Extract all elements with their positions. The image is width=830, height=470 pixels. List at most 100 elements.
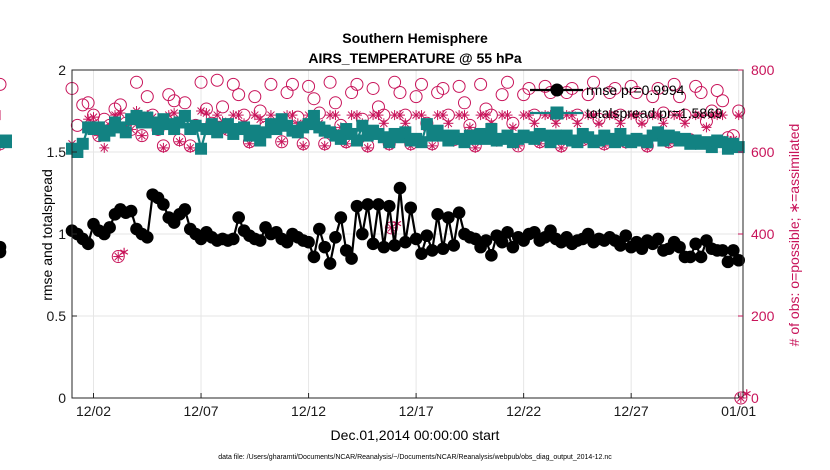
obs-possible-marker xyxy=(302,79,316,93)
obs-star-stroke xyxy=(353,111,361,119)
x-tick-label: 12/22 xyxy=(506,403,541,419)
rmse-point xyxy=(388,239,401,252)
obs-assimilated-marker xyxy=(136,130,147,141)
rmse-point xyxy=(431,208,444,221)
obs-star-stroke xyxy=(444,119,453,128)
rmse-point xyxy=(334,211,348,224)
x-axis-ticks: 12/02 12/07 12/12 12/17 12/22 12/27 01/01 xyxy=(76,393,756,419)
obs-assimilated-marker xyxy=(696,110,707,121)
obs-possible-marker xyxy=(501,75,515,89)
obs-possible-marker xyxy=(285,77,299,91)
obs-possible-marker xyxy=(232,88,246,102)
rmse-point xyxy=(495,235,509,249)
obs-possible-marker xyxy=(409,90,423,104)
totalspread-point xyxy=(614,127,627,140)
x-tick-label: 12/07 xyxy=(184,403,219,419)
obs-possible-marker xyxy=(565,81,579,95)
obs-star-stroke xyxy=(277,137,286,146)
totalspread-point xyxy=(732,141,745,154)
obs-assimilated-marker xyxy=(115,108,126,119)
obs-possible-marker xyxy=(130,75,144,89)
obs-possible-marker xyxy=(587,75,601,89)
obs-star-stroke xyxy=(681,119,689,128)
obs-possible-marker xyxy=(630,86,644,100)
totalspread-point xyxy=(76,137,89,150)
obs-assimilated-marker xyxy=(636,118,647,129)
obs-assimilated-marker xyxy=(679,118,690,129)
rmse-point xyxy=(506,240,520,254)
y-right-tick-label: 800 xyxy=(751,62,775,78)
rmse-point xyxy=(404,201,418,215)
rmse-point xyxy=(485,249,498,262)
obs-assimilated-marker xyxy=(588,110,599,121)
obs-possible-marker xyxy=(0,77,7,91)
rmse-point xyxy=(415,247,428,260)
totalspread-point xyxy=(221,118,234,131)
obs-possible-marker xyxy=(76,98,90,112)
y-axis-right-label: # of obs: o=possible; ∗=assimilated xyxy=(786,124,802,347)
rmse-point xyxy=(501,226,514,239)
obs-star-stroke xyxy=(116,109,125,117)
totalspread-series xyxy=(0,109,745,158)
rmse-point xyxy=(425,244,439,257)
obs-star-stroke xyxy=(320,141,329,150)
rmse-point xyxy=(447,239,461,252)
x-tick-label: 12/17 xyxy=(399,403,434,419)
totalspread-point xyxy=(189,119,202,132)
obs-star-stroke xyxy=(250,111,259,119)
obs-star-stroke xyxy=(89,113,98,122)
obs-star-stroke xyxy=(299,141,308,150)
obs-assimilated-marker xyxy=(362,142,373,153)
obs-star-stroke xyxy=(552,119,560,128)
y-left-tick-label: 1 xyxy=(58,226,66,242)
rmse-point xyxy=(226,232,240,246)
obs-annotation-marker xyxy=(113,251,124,262)
obs-star-stroke xyxy=(616,119,625,128)
obs-star-stroke xyxy=(213,111,222,119)
obs-star-stroke xyxy=(331,111,340,119)
rmse-point xyxy=(684,250,697,264)
y-left-tick-label: 0 xyxy=(58,390,66,406)
obs-star-stroke xyxy=(702,123,711,132)
obs-assimilated-marker xyxy=(470,142,481,153)
obs-star-stroke xyxy=(100,144,109,152)
rmse-point xyxy=(619,229,633,242)
rmse-point xyxy=(393,181,407,195)
obs-possible-marker xyxy=(210,73,224,87)
obs-annotation-text: ∗ xyxy=(118,244,130,260)
data-file-footnote: data file: /Users/gharamti/Documents/NCA… xyxy=(218,454,612,461)
totalspread-point xyxy=(0,136,12,149)
obs-possible-marker xyxy=(81,96,95,110)
rmse-point xyxy=(479,234,493,247)
rmse-point xyxy=(694,250,708,264)
obs-star-stroke xyxy=(114,252,123,261)
totalspread-point xyxy=(103,124,116,137)
y-axis-right-ticks: 0 200 400 600 800 xyxy=(738,62,775,406)
obs-star-stroke xyxy=(401,119,410,128)
y-left-tick-label: 2 xyxy=(58,62,66,78)
totalspread-point xyxy=(92,121,105,134)
obs-possible-marker xyxy=(307,92,321,106)
obs-possible-marker xyxy=(716,94,730,108)
obs-star-stroke xyxy=(589,111,598,119)
x-axis-label: Dec.01,2014 00:00:00 start xyxy=(331,427,500,443)
rmse-point xyxy=(409,232,423,246)
obs-assimilated-marker xyxy=(524,110,535,121)
rmse-point xyxy=(329,230,342,244)
obs-star-stroke xyxy=(675,111,684,119)
obs-assimilated-marker xyxy=(169,108,180,119)
obs-assimilated-marker xyxy=(502,110,513,121)
obs-assimilated-marker xyxy=(550,118,561,129)
rmse-point xyxy=(442,211,455,224)
rmse-point xyxy=(382,199,396,213)
rmse-point xyxy=(721,255,735,269)
obs-possible-marker xyxy=(178,96,192,110)
obs-assimilated-marker xyxy=(653,110,664,121)
obs-star-stroke xyxy=(234,111,243,119)
obs-possible-marker xyxy=(608,81,622,95)
obs-star-stroke xyxy=(159,144,168,152)
rmse-point xyxy=(323,257,337,270)
rmse-point xyxy=(124,204,138,218)
x-tick-label: 12/12 xyxy=(291,403,326,419)
rmse-point xyxy=(81,237,95,251)
